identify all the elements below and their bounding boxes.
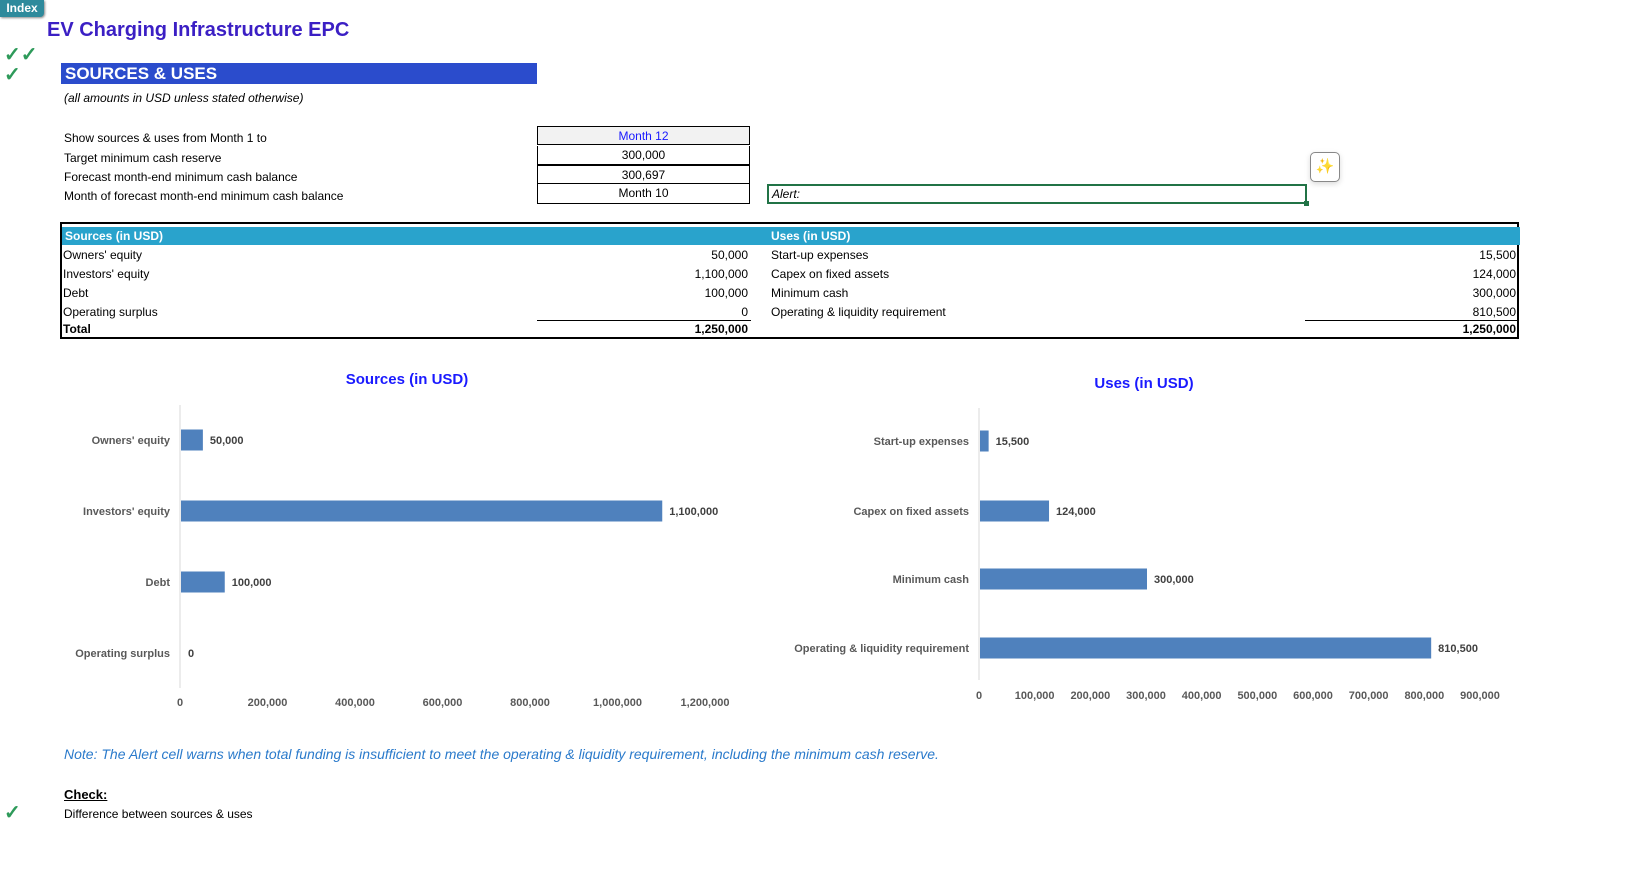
use-label: Capex on fixed assets [771,267,890,281]
uses-tick-label: 100,000 [1015,690,1055,702]
sources-header: Sources (in USD) [62,227,771,245]
uses-data-label: 810,500 [1438,643,1478,655]
uses-tick-label: 300,000 [1126,690,1166,702]
forecast-min-value: 300,697 [537,165,750,184]
forecast-month-value: Month 10 [537,184,750,204]
sources-category-label: Owners' equity [92,435,171,447]
input-label-target-cash: Target minimum cash reserve [64,151,222,165]
sources-bar [181,500,663,522]
source-label: Investors' equity [63,267,150,281]
month-select[interactable]: Month 12 [537,126,750,145]
checkmark-icon: ✓ [4,802,21,824]
uses-tick-label: 0 [976,690,982,702]
uses-data-label: 15,500 [996,436,1030,448]
sparkle-icon[interactable]: ✨ [1310,152,1340,182]
sources-tick-label: 600,000 [423,697,463,709]
double-checkmark-icon: ✓✓ [4,44,38,66]
sources-category-label: Investors' equity [83,506,171,518]
source-value: 100,000 [704,286,748,300]
target-cash-value[interactable]: 300,000 [537,146,750,165]
uses-bar [980,500,1050,522]
uses-tick-label: 400,000 [1182,690,1222,702]
subtitle: (all amounts in USD unless stated otherw… [64,91,304,105]
source-label: Owners' equity [63,248,142,262]
sources-data-label: 1,100,000 [669,506,718,518]
uses-bar [980,568,1147,590]
uses-tick-label: 900,000 [1460,690,1500,702]
uses-data-label: 124,000 [1056,506,1096,518]
input-label-forecast-min: Forecast month-end minimum cash balance [64,170,298,184]
uses-category-label: Minimum cash [893,574,970,586]
sources-chart-title: Sources (in USD) [346,371,469,388]
alert-cell[interactable]: Alert: [767,184,1309,206]
sources-tick-label: 1,000,000 [593,697,642,709]
sources-uses-table: Sources (in USD) Uses (in USD) Owners' e… [60,222,1520,339]
check-heading: Check: [64,787,108,802]
uses-bar [980,637,1432,659]
section-header: SOURCES & USES [61,63,537,84]
source-value: 1,100,000 [694,267,748,281]
input-label-forecast-month: Month of forecast month-end minimum cash… [64,189,344,203]
use-value: 124,000 [1472,267,1516,281]
checkmark-icon: ✓ [4,64,21,86]
uses-bar [980,430,989,452]
sources-total: 1,250,000 [694,322,748,336]
uses-chart-title: Uses (in USD) [1094,375,1193,392]
uses-tick-label: 500,000 [1237,690,1277,702]
use-value: 15,500 [1479,248,1516,262]
source-label: Operating surplus [63,305,158,319]
sources-data-label: 0 [188,648,194,660]
sources-data-label: 100,000 [232,577,272,589]
sources-bar [181,571,225,593]
sources-category-label: Debt [146,577,171,589]
sources-bar [181,429,203,451]
sources-category-label: Operating surplus [75,648,170,660]
uses-tick-label: 600,000 [1293,690,1333,702]
use-label: Start-up expenses [771,248,869,262]
uses-category-label: Capex on fixed assets [853,506,969,518]
use-value: 810,500 [1472,305,1516,319]
check-label: Difference between sources & uses [64,807,253,821]
uses-tick-label: 800,000 [1404,690,1444,702]
index-button[interactable]: Index [0,0,44,17]
source-value: 50,000 [711,248,748,262]
uses-tick-label: 700,000 [1349,690,1389,702]
page-title: EV Charging Infrastructure EPC [47,19,350,41]
uses-tick-label: 200,000 [1070,690,1110,702]
total-rule [537,320,751,321]
sources-tick-label: 200,000 [248,697,288,709]
source-value: 0 [741,305,748,319]
sources-tick-label: 800,000 [510,697,550,709]
total-rule [1305,320,1517,321]
use-value: 300,000 [1472,286,1516,300]
use-label: Minimum cash [771,286,849,300]
input-label-month: Show sources & uses from Month 1 to [64,131,267,145]
uses-category-label: Start-up expenses [874,436,969,448]
uses-category-label: Operating & liquidity requirement [794,643,969,655]
sources-tick-label: 1,200,000 [681,697,730,709]
uses-header: Uses (in USD) [768,227,1520,245]
uses-total: 1,250,000 [1462,322,1516,336]
sources-data-label: 50,000 [210,435,244,447]
use-label: Operating & liquidity requirement [771,305,946,319]
alert-note: Note: The Alert cell warns when total fu… [64,746,939,762]
uses-data-label: 300,000 [1154,574,1194,586]
total-label: Total [63,322,91,336]
sources-tick-label: 400,000 [335,697,375,709]
source-label: Debt [63,286,89,300]
sources-tick-label: 0 [177,697,183,709]
